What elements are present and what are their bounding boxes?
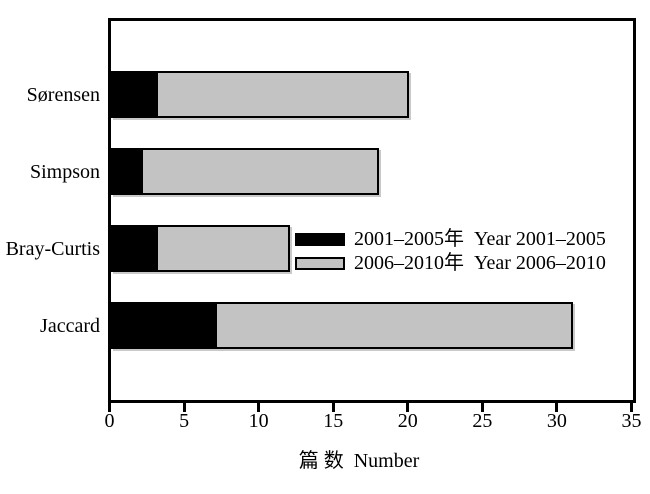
x-axis-tick-label: 5 bbox=[179, 410, 190, 432]
x-axis-tick bbox=[257, 403, 261, 412]
x-axis-title: 篇 数 Number bbox=[298, 450, 420, 472]
stacked-bar-jaccard bbox=[111, 302, 574, 349]
stacked-bar-bray-curtis bbox=[111, 225, 290, 272]
bar-segment-2001-2005 bbox=[113, 304, 218, 347]
stacked-bar-simpson bbox=[111, 148, 380, 195]
legend: 2001–2005年 Year 2001–2005 2006–2010年 Year… bbox=[295, 227, 606, 275]
x-axis-tick-label: 0 bbox=[104, 410, 115, 432]
legend-entry: 2001–2005年 Year 2001–2005 bbox=[295, 227, 606, 251]
x-axis-tick bbox=[182, 403, 186, 412]
plot-area: 2001–2005年 Year 2001–2005 2006–2010年 Year… bbox=[108, 18, 636, 403]
x-axis-tick bbox=[630, 403, 633, 412]
category-label: Bray-Curtis bbox=[5, 237, 100, 260]
x-axis-tick bbox=[555, 403, 559, 412]
category-label: Jaccard bbox=[40, 314, 100, 337]
legend-label: 2001–2005年 Year 2001–2005 bbox=[354, 228, 606, 250]
stacked-bar-sørensen bbox=[111, 71, 410, 118]
category-label: Simpson bbox=[29, 160, 100, 183]
x-axis-tick-label: 10 bbox=[248, 410, 269, 432]
legend-entry: 2006–2010年 Year 2006–2010 bbox=[295, 251, 606, 275]
bar-segment-2001-2005 bbox=[113, 73, 158, 116]
x-axis-tick bbox=[331, 403, 335, 412]
category-label: Sørensen bbox=[26, 83, 100, 106]
x-axis-tick-label: 20 bbox=[397, 410, 418, 432]
bar-segment-2001-2005 bbox=[113, 150, 143, 193]
x-axis-tick bbox=[108, 403, 111, 412]
x-axis-tick-label: 15 bbox=[323, 410, 344, 432]
legend-swatch-icon bbox=[295, 256, 345, 270]
x-axis-tick bbox=[480, 403, 484, 412]
x-axis-tick bbox=[406, 403, 410, 412]
legend-label: 2006–2010年 Year 2006–2010 bbox=[354, 252, 606, 274]
x-axis-tick-label: 35 bbox=[621, 410, 642, 432]
legend-swatch-icon bbox=[295, 232, 345, 246]
x-axis-tick-label: 25 bbox=[472, 410, 493, 432]
bar-segment-2001-2005 bbox=[113, 227, 158, 270]
x-axis-tick-label: 30 bbox=[546, 410, 567, 432]
